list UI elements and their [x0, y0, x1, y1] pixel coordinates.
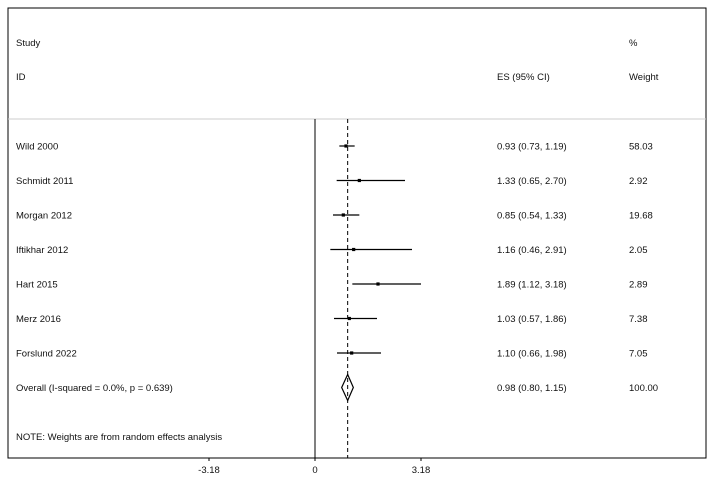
point-estimate-marker	[357, 178, 361, 183]
effect-size-label: 1.89 (1.12, 3.18)	[497, 280, 567, 291]
study-label: Schmidt 2011	[16, 176, 73, 187]
study-label: Hart 2015	[16, 280, 58, 291]
point-estimate-marker	[344, 144, 348, 148]
weight-header: Weight	[629, 72, 659, 83]
weight-label: 7.05	[629, 349, 648, 360]
weight-label: 2.89	[629, 280, 648, 291]
id-header: ID	[16, 72, 26, 83]
x-axis-tick-label: -3.18	[198, 465, 220, 476]
study-label: Wild 2000	[16, 142, 58, 153]
effect-size-label: 1.33 (0.65, 2.70)	[497, 176, 567, 187]
study-label: Morgan 2012	[16, 211, 72, 222]
effect-size-label: 0.93 (0.73, 1.19)	[497, 142, 567, 153]
weight-label: 19.68	[629, 211, 653, 222]
x-axis-tick-label: 0	[312, 465, 317, 476]
study-header: Study	[16, 38, 41, 49]
effect-size-label: 1.03 (0.57, 1.86)	[497, 314, 567, 325]
x-axis-tick-label: 3.18	[412, 465, 431, 476]
es-header: ES (95% CI)	[497, 72, 550, 83]
effect-size-label: 0.85 (0.54, 1.33)	[497, 211, 567, 222]
overall-diamond	[341, 373, 354, 402]
plot-frame	[7, 7, 707, 459]
study-label: Iftikhar 2012	[16, 245, 68, 256]
forest-marks: Wild 2000 0.93 (0.73, 1.19) 58.03 Schmidt 2…	[16, 119, 658, 476]
weight-label: 2.05	[629, 245, 648, 256]
weight-label: 58.03	[629, 142, 653, 153]
overall-effect-size-label: 0.98 (0.80, 1.15)	[497, 383, 567, 394]
study-label: Merz 2016	[16, 314, 61, 325]
overall-label: Overall (I-squared = 0.0%, p = 0.639)	[16, 383, 173, 394]
percent-header: %	[629, 38, 638, 49]
point-estimate-marker	[350, 351, 354, 355]
footnote: NOTE: Weights are from random effects an…	[16, 432, 222, 443]
weight-label: 7.38	[629, 314, 648, 325]
effect-size-label: 1.10 (0.66, 1.98)	[497, 349, 567, 360]
overall-weight-label: 100.00	[629, 383, 658, 394]
point-estimate-marker	[341, 213, 345, 217]
point-estimate-marker	[376, 282, 380, 286]
point-estimate-marker	[352, 247, 356, 252]
study-label: Forslund 2022	[16, 349, 77, 360]
point-estimate-marker	[347, 316, 351, 321]
effect-size-label: 1.16 (0.46, 2.91)	[497, 245, 567, 256]
weight-label: 2.92	[629, 176, 648, 187]
